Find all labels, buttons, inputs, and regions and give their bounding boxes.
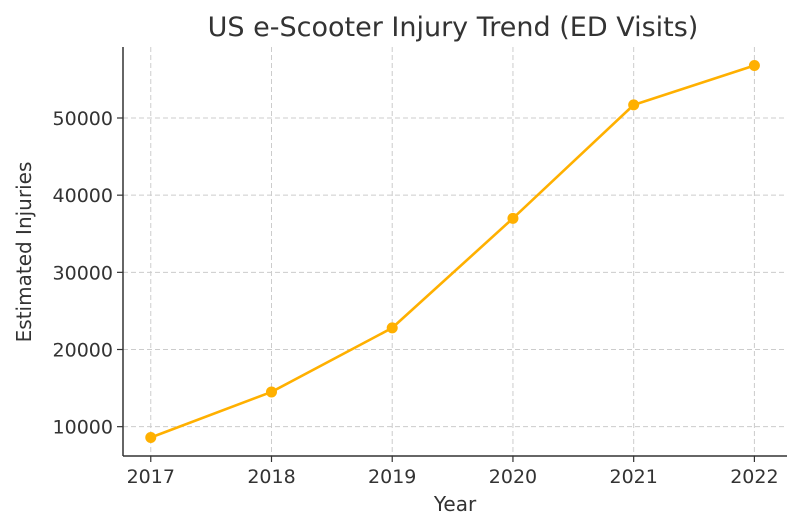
series — [145, 60, 760, 443]
y-tick-label: 40000 — [53, 185, 113, 207]
x-tick-label: 2020 — [489, 466, 537, 488]
x-tick-label: 2017 — [127, 466, 175, 488]
axis-ticks: 2017 2018 2019 2020 2021 2022 10000 20000 30000 4… — [53, 108, 779, 488]
y-tick-label: 50000 — [53, 108, 113, 130]
data-point — [265, 386, 277, 398]
data-point — [748, 60, 760, 72]
chart-title: US e-Scooter Injury Trend (ED Visits) — [208, 12, 699, 43]
data-point — [386, 322, 398, 334]
y-axis-label: Estimated Injuries — [12, 162, 36, 343]
x-tick-label: 2018 — [247, 466, 295, 488]
series-line — [150, 64, 755, 439]
data-point — [507, 212, 519, 224]
x-tick-label: 2021 — [609, 466, 657, 488]
x-axis-label: Year — [433, 492, 477, 516]
axes — [122, 47, 787, 457]
y-tick-label: 10000 — [53, 417, 113, 439]
grid — [123, 47, 787, 456]
x-tick-label: 2019 — [368, 466, 416, 488]
y-tick-label: 30000 — [53, 262, 113, 284]
data-point — [628, 99, 640, 111]
data-point — [145, 431, 157, 443]
y-tick-label: 20000 — [53, 340, 113, 362]
x-tick-label: 2022 — [730, 466, 778, 488]
